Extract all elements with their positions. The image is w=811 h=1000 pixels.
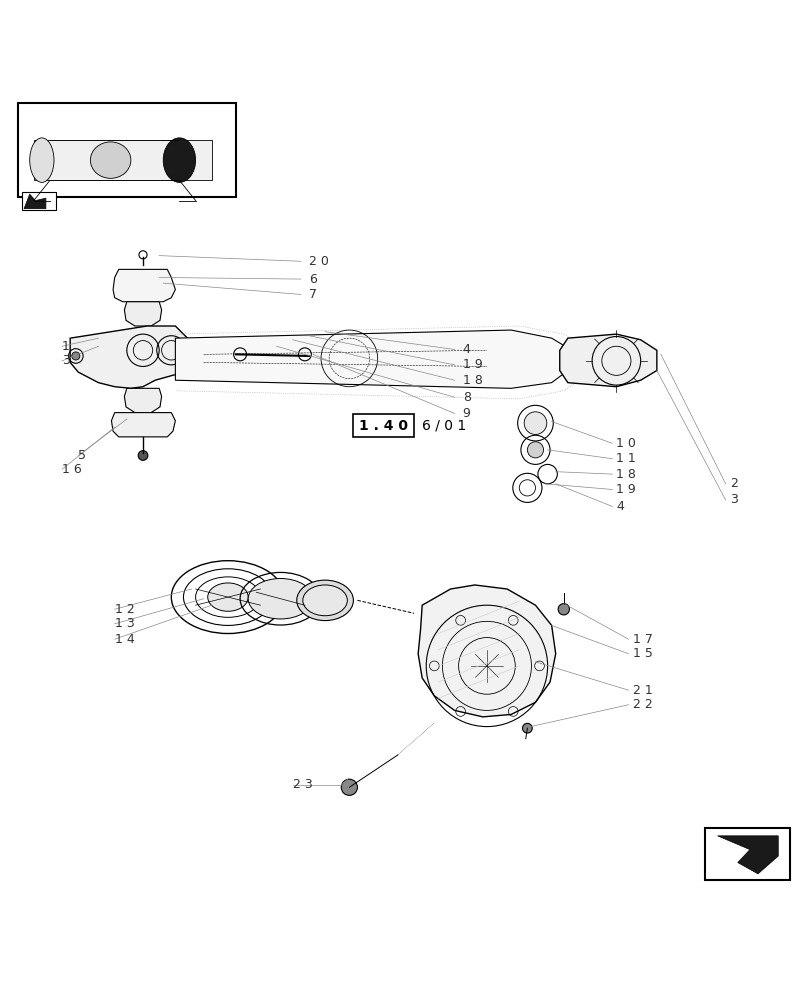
Circle shape: [557, 604, 569, 615]
Text: 5: 5: [78, 449, 86, 462]
Circle shape: [71, 352, 79, 360]
Text: 3: 3: [62, 354, 70, 367]
Text: 8: 8: [462, 391, 470, 404]
Ellipse shape: [30, 138, 54, 182]
Text: 1 6: 1 6: [62, 463, 82, 476]
Ellipse shape: [163, 138, 195, 182]
Ellipse shape: [296, 580, 353, 621]
Text: 2 2: 2 2: [632, 698, 651, 711]
Circle shape: [138, 451, 148, 460]
Text: 1 8: 1 8: [462, 374, 482, 387]
Polygon shape: [113, 269, 175, 302]
Polygon shape: [70, 326, 187, 388]
Text: 1 7: 1 7: [632, 633, 652, 646]
Text: 2 3: 2 3: [292, 778, 312, 791]
Circle shape: [341, 779, 357, 795]
Text: 6: 6: [308, 273, 316, 286]
Ellipse shape: [303, 585, 347, 616]
Text: 2 1: 2 1: [632, 684, 651, 697]
Polygon shape: [111, 413, 175, 437]
Bar: [22, 192, 55, 210]
Text: 7: 7: [308, 288, 316, 301]
Text: 1 0: 1 0: [616, 437, 636, 450]
Text: 1 9: 1 9: [616, 483, 635, 496]
Circle shape: [526, 442, 543, 458]
Text: 1 5: 1 5: [632, 647, 652, 660]
Text: 1: 1: [62, 340, 70, 353]
Bar: [34, 140, 212, 180]
Text: 1 . 4 0: 1 . 4 0: [358, 419, 408, 433]
Text: 4: 4: [616, 500, 624, 513]
Polygon shape: [559, 334, 656, 387]
Text: 6 / 0 1: 6 / 0 1: [422, 419, 466, 433]
Text: 1 9: 1 9: [462, 358, 482, 371]
Bar: [18, 103, 236, 197]
Text: 2: 2: [729, 477, 736, 490]
Text: 4: 4: [462, 343, 470, 356]
Text: 2 0: 2 0: [308, 255, 328, 268]
Polygon shape: [24, 194, 46, 209]
Text: 1 2: 1 2: [114, 603, 135, 616]
Text: 1 4: 1 4: [114, 633, 135, 646]
Circle shape: [522, 723, 531, 733]
Ellipse shape: [248, 578, 312, 619]
Circle shape: [524, 412, 546, 434]
Polygon shape: [717, 836, 777, 874]
Bar: [353, 414, 414, 437]
Bar: [705, 828, 789, 880]
Text: 1 8: 1 8: [616, 468, 636, 481]
Polygon shape: [124, 388, 161, 413]
Polygon shape: [124, 302, 161, 326]
Text: 3: 3: [729, 493, 736, 506]
Ellipse shape: [208, 583, 248, 611]
Text: 1 3: 1 3: [114, 617, 135, 630]
Polygon shape: [175, 330, 567, 388]
Ellipse shape: [90, 142, 131, 178]
Polygon shape: [418, 585, 555, 717]
Text: 9: 9: [462, 407, 470, 420]
Text: 1 1: 1 1: [616, 452, 635, 465]
